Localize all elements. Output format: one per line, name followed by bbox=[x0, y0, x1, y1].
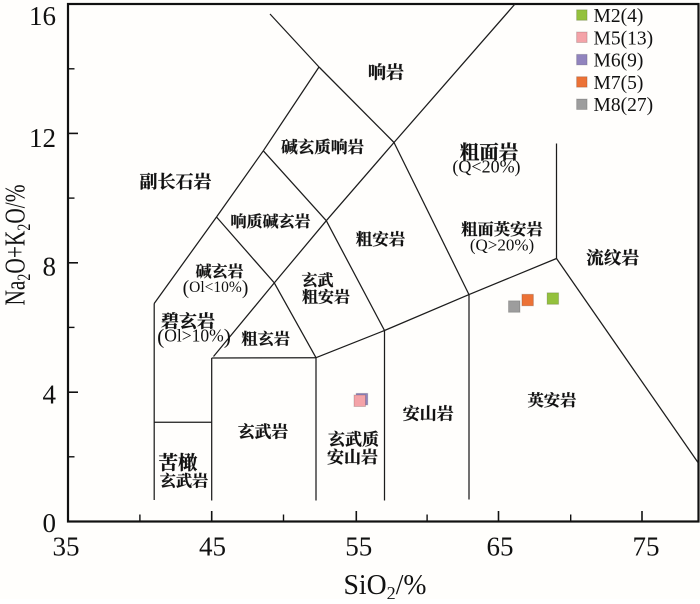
svg-text:12: 12 bbox=[29, 123, 56, 153]
svg-text:35: 35 bbox=[53, 532, 80, 562]
svg-text:M7(5): M7(5) bbox=[594, 73, 644, 94]
svg-text:65: 65 bbox=[487, 532, 514, 562]
svg-text:4: 4 bbox=[43, 380, 57, 410]
svg-text:(Ol>10%): (Ol>10%) bbox=[157, 325, 231, 349]
svg-text:(Q<20%): (Q<20%) bbox=[452, 157, 520, 178]
svg-text:45: 45 bbox=[199, 532, 226, 562]
svg-text:M6(9): M6(9) bbox=[594, 51, 644, 72]
svg-text:16: 16 bbox=[29, 1, 56, 31]
svg-text:0: 0 bbox=[43, 508, 57, 538]
svg-text:(Q>20%): (Q>20%) bbox=[470, 236, 534, 255]
svg-text:8: 8 bbox=[43, 252, 57, 282]
svg-text:Na2O+K2O/%: Na2O+K2O/% bbox=[0, 185, 35, 306]
svg-text:M2(4): M2(4) bbox=[594, 6, 644, 27]
svg-text:55: 55 bbox=[345, 532, 372, 562]
svg-text:(Ol<10%): (Ol<10%) bbox=[183, 278, 249, 299]
svg-text:SiO2/%: SiO2/% bbox=[344, 569, 427, 599]
svg-text:M5(13): M5(13) bbox=[594, 28, 654, 49]
svg-text:75: 75 bbox=[633, 532, 660, 562]
svg-text:M8(27): M8(27) bbox=[594, 95, 654, 116]
